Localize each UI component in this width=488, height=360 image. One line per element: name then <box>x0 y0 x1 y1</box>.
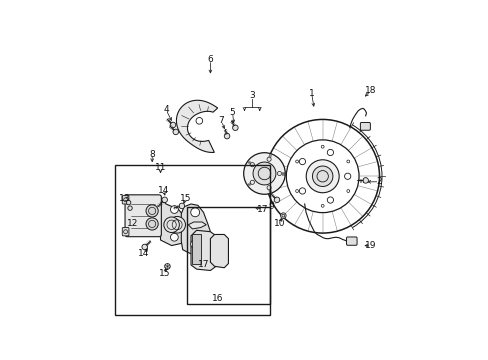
Polygon shape <box>176 100 217 152</box>
Text: 6: 6 <box>207 55 213 64</box>
Circle shape <box>321 204 324 207</box>
Polygon shape <box>181 204 210 255</box>
Circle shape <box>326 149 333 156</box>
Circle shape <box>126 201 131 205</box>
Circle shape <box>295 190 298 193</box>
Circle shape <box>280 213 285 219</box>
Circle shape <box>346 160 349 163</box>
Text: 15: 15 <box>159 269 170 278</box>
Circle shape <box>190 208 199 217</box>
Circle shape <box>344 173 350 179</box>
Text: 8: 8 <box>149 150 155 158</box>
Text: 3: 3 <box>248 91 254 100</box>
Circle shape <box>252 162 275 185</box>
Text: 7: 7 <box>218 116 224 125</box>
Text: 19: 19 <box>365 241 376 250</box>
FancyBboxPatch shape <box>360 122 369 130</box>
FancyBboxPatch shape <box>122 196 129 204</box>
Circle shape <box>190 240 199 249</box>
Circle shape <box>127 206 132 210</box>
Circle shape <box>266 157 271 161</box>
Text: 12: 12 <box>127 219 138 228</box>
Circle shape <box>163 217 179 233</box>
Circle shape <box>170 206 178 213</box>
Text: 10: 10 <box>273 219 285 228</box>
Circle shape <box>179 203 184 209</box>
FancyBboxPatch shape <box>346 237 356 245</box>
Circle shape <box>277 171 281 176</box>
Circle shape <box>250 163 254 167</box>
Circle shape <box>274 197 279 203</box>
Text: 14: 14 <box>157 186 169 195</box>
Polygon shape <box>160 198 188 246</box>
Circle shape <box>295 160 298 163</box>
Circle shape <box>170 122 175 128</box>
Circle shape <box>224 133 229 139</box>
Circle shape <box>142 244 147 250</box>
Circle shape <box>168 216 185 233</box>
Polygon shape <box>191 230 216 270</box>
Polygon shape <box>210 234 228 268</box>
Text: 17: 17 <box>257 205 268 214</box>
Polygon shape <box>188 222 206 229</box>
Text: 13: 13 <box>119 194 130 203</box>
Text: 14: 14 <box>138 249 149 258</box>
Circle shape <box>146 218 158 230</box>
Circle shape <box>321 145 324 148</box>
Circle shape <box>170 233 178 241</box>
Text: 18: 18 <box>365 86 376 95</box>
FancyBboxPatch shape <box>122 228 129 236</box>
Text: 17: 17 <box>197 261 209 269</box>
Circle shape <box>173 129 178 135</box>
Circle shape <box>326 197 333 203</box>
Circle shape <box>162 197 167 203</box>
Text: 2: 2 <box>376 177 382 186</box>
Circle shape <box>299 188 305 194</box>
Text: 9: 9 <box>268 202 274 211</box>
Circle shape <box>243 153 285 194</box>
Circle shape <box>250 180 254 184</box>
Circle shape <box>146 205 158 217</box>
Text: 11: 11 <box>155 163 166 172</box>
Circle shape <box>232 125 238 131</box>
Circle shape <box>305 160 339 193</box>
Bar <box>115 165 269 315</box>
Circle shape <box>312 166 332 186</box>
Text: 1: 1 <box>308 89 314 98</box>
Circle shape <box>299 158 305 165</box>
Polygon shape <box>192 234 200 264</box>
Text: 15: 15 <box>180 194 191 203</box>
Circle shape <box>362 177 367 183</box>
Circle shape <box>164 264 170 269</box>
Circle shape <box>266 186 271 190</box>
Text: 4: 4 <box>163 105 168 114</box>
Text: 5: 5 <box>229 108 235 117</box>
FancyBboxPatch shape <box>125 195 161 237</box>
Text: 16: 16 <box>211 294 223 303</box>
Bar <box>186 207 269 304</box>
Circle shape <box>346 190 349 193</box>
